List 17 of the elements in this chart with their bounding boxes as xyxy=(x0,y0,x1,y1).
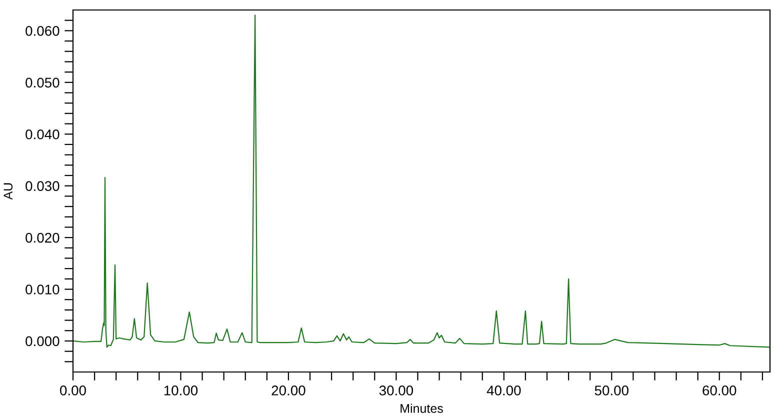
y-tick-label: 0.050 xyxy=(26,78,60,88)
line-series xyxy=(73,14,770,348)
x-tick-label: 50.00 xyxy=(594,386,628,396)
x-tick-label: 10.00 xyxy=(164,386,198,396)
y-tick-label: 0.000 xyxy=(26,336,60,346)
y-tick-label: 0.020 xyxy=(26,232,60,243)
x-axis-title: Minutes xyxy=(400,404,443,413)
x-tick-label: 40.00 xyxy=(486,386,521,396)
y-axis-title: AU xyxy=(4,183,13,200)
x-tick-label: 60.00 xyxy=(702,386,736,396)
y-tick-label: 0.060 xyxy=(26,26,60,36)
x-tick-label: 30.00 xyxy=(379,386,414,396)
y-tick-label: 0.040 xyxy=(26,129,60,140)
x-tick-label: 0.00 xyxy=(60,386,86,396)
x-tick-label: 20.00 xyxy=(272,386,306,396)
y-tick-label: 0.010 xyxy=(26,284,60,294)
y-tick-label: 0.030 xyxy=(26,181,60,191)
